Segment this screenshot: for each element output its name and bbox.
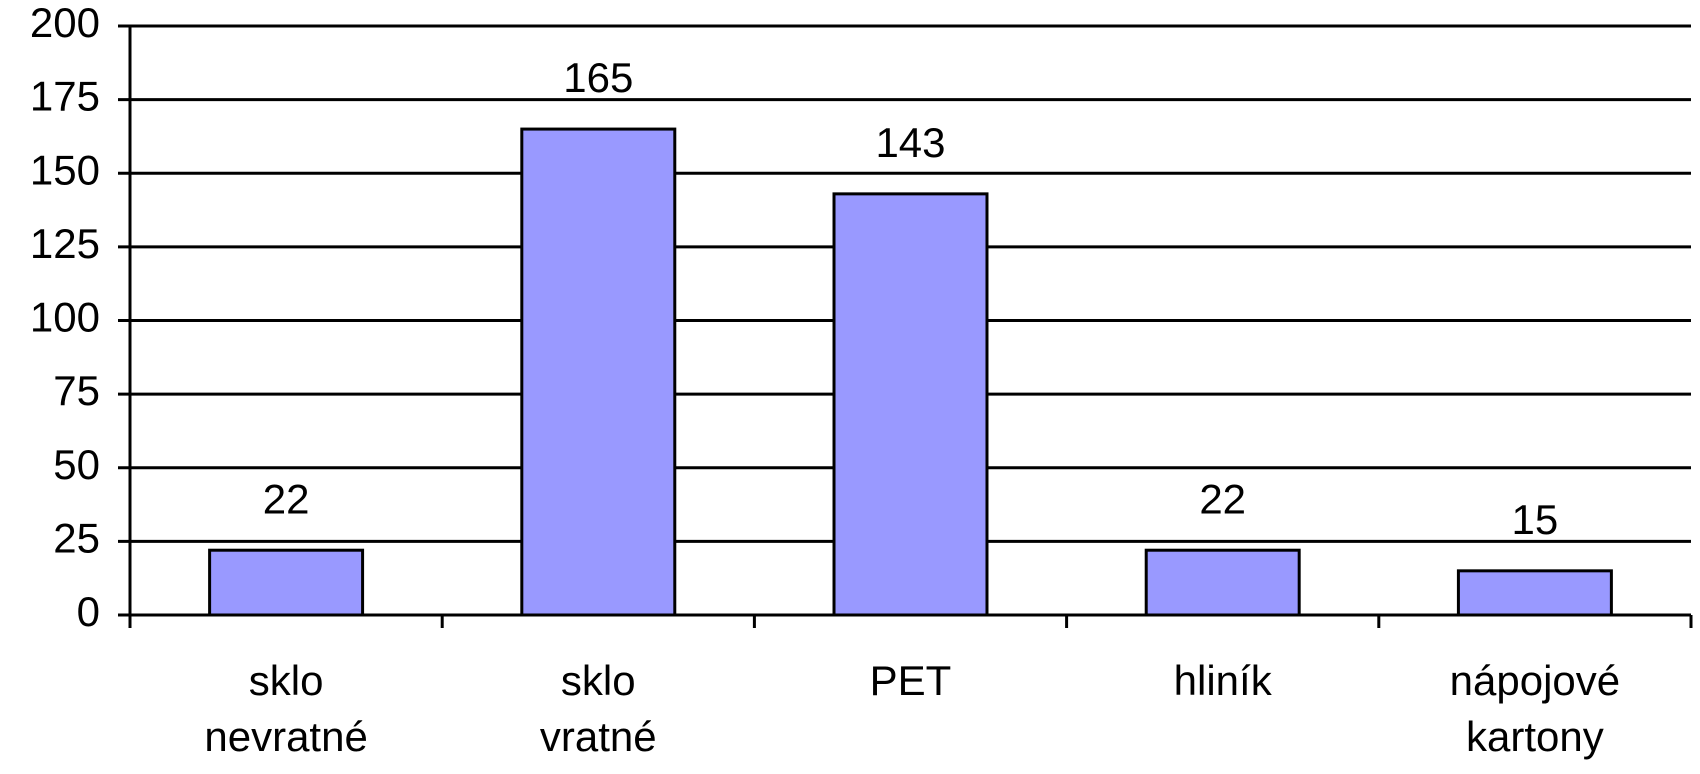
y-tick-label: 175 <box>30 73 100 120</box>
x-tick-label: hliník <box>1173 657 1272 704</box>
x-tick-label: sklo nevratné <box>204 657 368 760</box>
y-tick-label: 50 <box>53 441 100 488</box>
bar <box>1144 548 1301 617</box>
bar <box>520 127 677 617</box>
data-label: 22 <box>1199 475 1246 522</box>
y-tick-label: 100 <box>30 294 100 341</box>
data-label: 143 <box>875 119 945 166</box>
y-tick-label: 0 <box>77 588 100 635</box>
y-tick-label: 150 <box>30 146 100 193</box>
y-tick-label: 200 <box>30 0 100 46</box>
data-label: 15 <box>1512 496 1559 543</box>
x-tick-label: nápojové kartony <box>1449 657 1621 760</box>
data-label: 165 <box>563 54 633 101</box>
y-tick-label: 125 <box>30 220 100 267</box>
bar <box>208 548 365 617</box>
bar <box>832 192 989 617</box>
bar <box>1456 569 1613 617</box>
x-tick-label: PET <box>869 657 952 704</box>
y-tick-label: 75 <box>53 367 100 414</box>
y-tick-label: 25 <box>53 514 100 561</box>
data-label: 22 <box>263 475 310 522</box>
x-tick-label: sklo vratné <box>539 657 657 760</box>
